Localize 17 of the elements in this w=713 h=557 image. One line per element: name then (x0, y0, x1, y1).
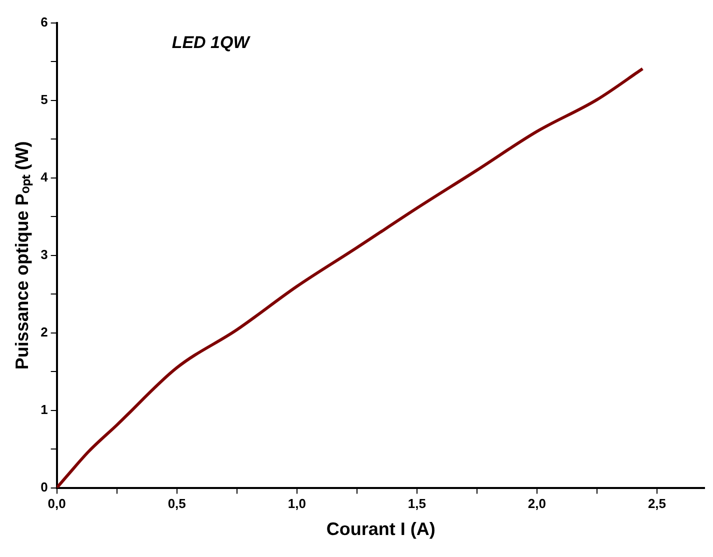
y-tick-label: 2 (40, 324, 48, 340)
y-tick-label: 3 (40, 246, 48, 262)
x-tick-label: 1,5 (408, 496, 426, 512)
x-tick-label: 0,0 (48, 496, 66, 512)
y-tick-label: 5 (40, 92, 48, 108)
y-axis-title: Puissance optique Pₒₚₜ (W) (12, 141, 33, 370)
y-tick-label: 1 (40, 402, 48, 417)
x-tick-label: 1,0 (288, 496, 306, 512)
y-tick-label: 0 (40, 479, 48, 494)
line-series (56, 67, 644, 488)
y-tick-label: 4 (40, 170, 49, 185)
x-axis-title: Courant I (A) (326, 519, 436, 540)
x-tick-label: 2,0 (528, 496, 546, 512)
annotation: LED 1QW (172, 33, 252, 52)
x-tick-label: 0,5 (168, 496, 186, 512)
y-tick-label: 6 (40, 14, 48, 30)
x-tick-label: 2,5 (648, 496, 666, 512)
